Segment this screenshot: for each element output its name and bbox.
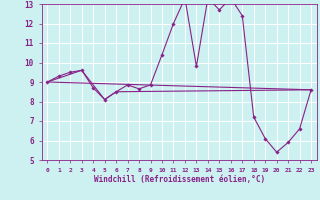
X-axis label: Windchill (Refroidissement éolien,°C): Windchill (Refroidissement éolien,°C) bbox=[94, 175, 265, 184]
